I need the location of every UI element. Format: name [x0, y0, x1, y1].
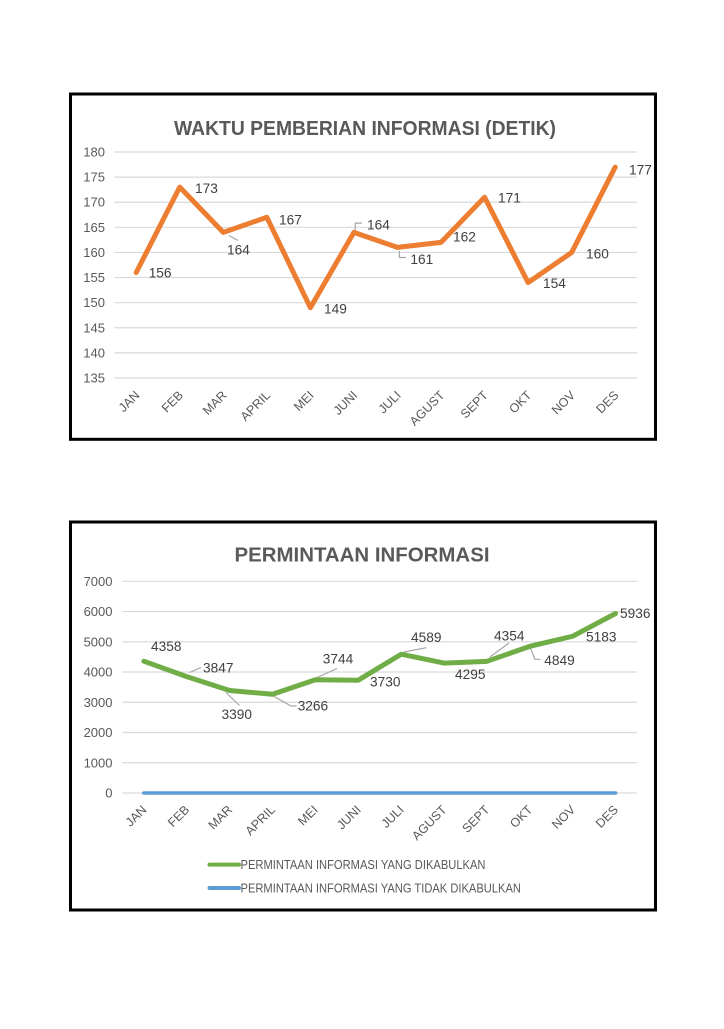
svg-text:164: 164 — [227, 242, 250, 257]
svg-text:162: 162 — [453, 229, 476, 244]
svg-text:4295: 4295 — [455, 667, 486, 682]
svg-text:5183: 5183 — [586, 629, 617, 644]
svg-text:5000: 5000 — [84, 634, 113, 649]
svg-text:164: 164 — [367, 217, 390, 232]
svg-text:3744: 3744 — [323, 651, 354, 666]
svg-text:171: 171 — [498, 190, 521, 205]
svg-text:160: 160 — [586, 246, 609, 261]
svg-text:175: 175 — [83, 170, 105, 185]
svg-text:170: 170 — [83, 195, 105, 210]
svg-text:3266: 3266 — [298, 699, 329, 714]
svg-text:135: 135 — [83, 371, 105, 386]
svg-text:WAKTU PEMBERIAN INFORMASI (DET: WAKTU PEMBERIAN INFORMASI (DETIK) — [174, 118, 556, 140]
svg-text:3000: 3000 — [84, 695, 113, 710]
svg-text:160: 160 — [83, 245, 105, 260]
svg-text:140: 140 — [83, 345, 105, 360]
svg-text:154: 154 — [543, 276, 566, 291]
svg-text:PERMINTAAN INFORMASI: PERMINTAAN INFORMASI — [235, 545, 490, 567]
svg-text:4589: 4589 — [411, 630, 441, 645]
svg-text:7000: 7000 — [84, 574, 113, 589]
svg-text:149: 149 — [324, 301, 347, 316]
svg-text:3730: 3730 — [370, 675, 401, 690]
svg-text:4849: 4849 — [544, 653, 574, 668]
svg-text:177: 177 — [629, 162, 652, 177]
svg-text:3847: 3847 — [203, 660, 233, 675]
svg-text:180: 180 — [83, 145, 105, 160]
svg-text:150: 150 — [83, 295, 105, 310]
svg-text:4354: 4354 — [494, 628, 525, 643]
svg-text:PERMINTAAN INFORMASI YANG DIKA: PERMINTAAN INFORMASI YANG DIKABULKAN — [241, 858, 486, 872]
svg-text:155: 155 — [83, 270, 105, 285]
svg-text:167: 167 — [279, 213, 302, 228]
svg-text:165: 165 — [83, 220, 105, 235]
svg-text:161: 161 — [410, 252, 433, 267]
svg-text:6000: 6000 — [84, 604, 113, 619]
svg-text:4000: 4000 — [84, 665, 113, 680]
svg-text:3390: 3390 — [222, 707, 253, 722]
svg-text:0: 0 — [105, 786, 112, 801]
svg-text:4358: 4358 — [151, 639, 182, 654]
svg-text:PERMINTAAN INFORMASI YANG TIDA: PERMINTAAN INFORMASI YANG TIDAK DIKABULK… — [241, 881, 522, 895]
svg-text:1000: 1000 — [84, 755, 113, 770]
svg-text:145: 145 — [83, 320, 105, 335]
svg-text:173: 173 — [195, 181, 218, 196]
svg-text:5936: 5936 — [620, 606, 651, 621]
svg-text:2000: 2000 — [84, 725, 113, 740]
svg-text:156: 156 — [149, 266, 172, 281]
